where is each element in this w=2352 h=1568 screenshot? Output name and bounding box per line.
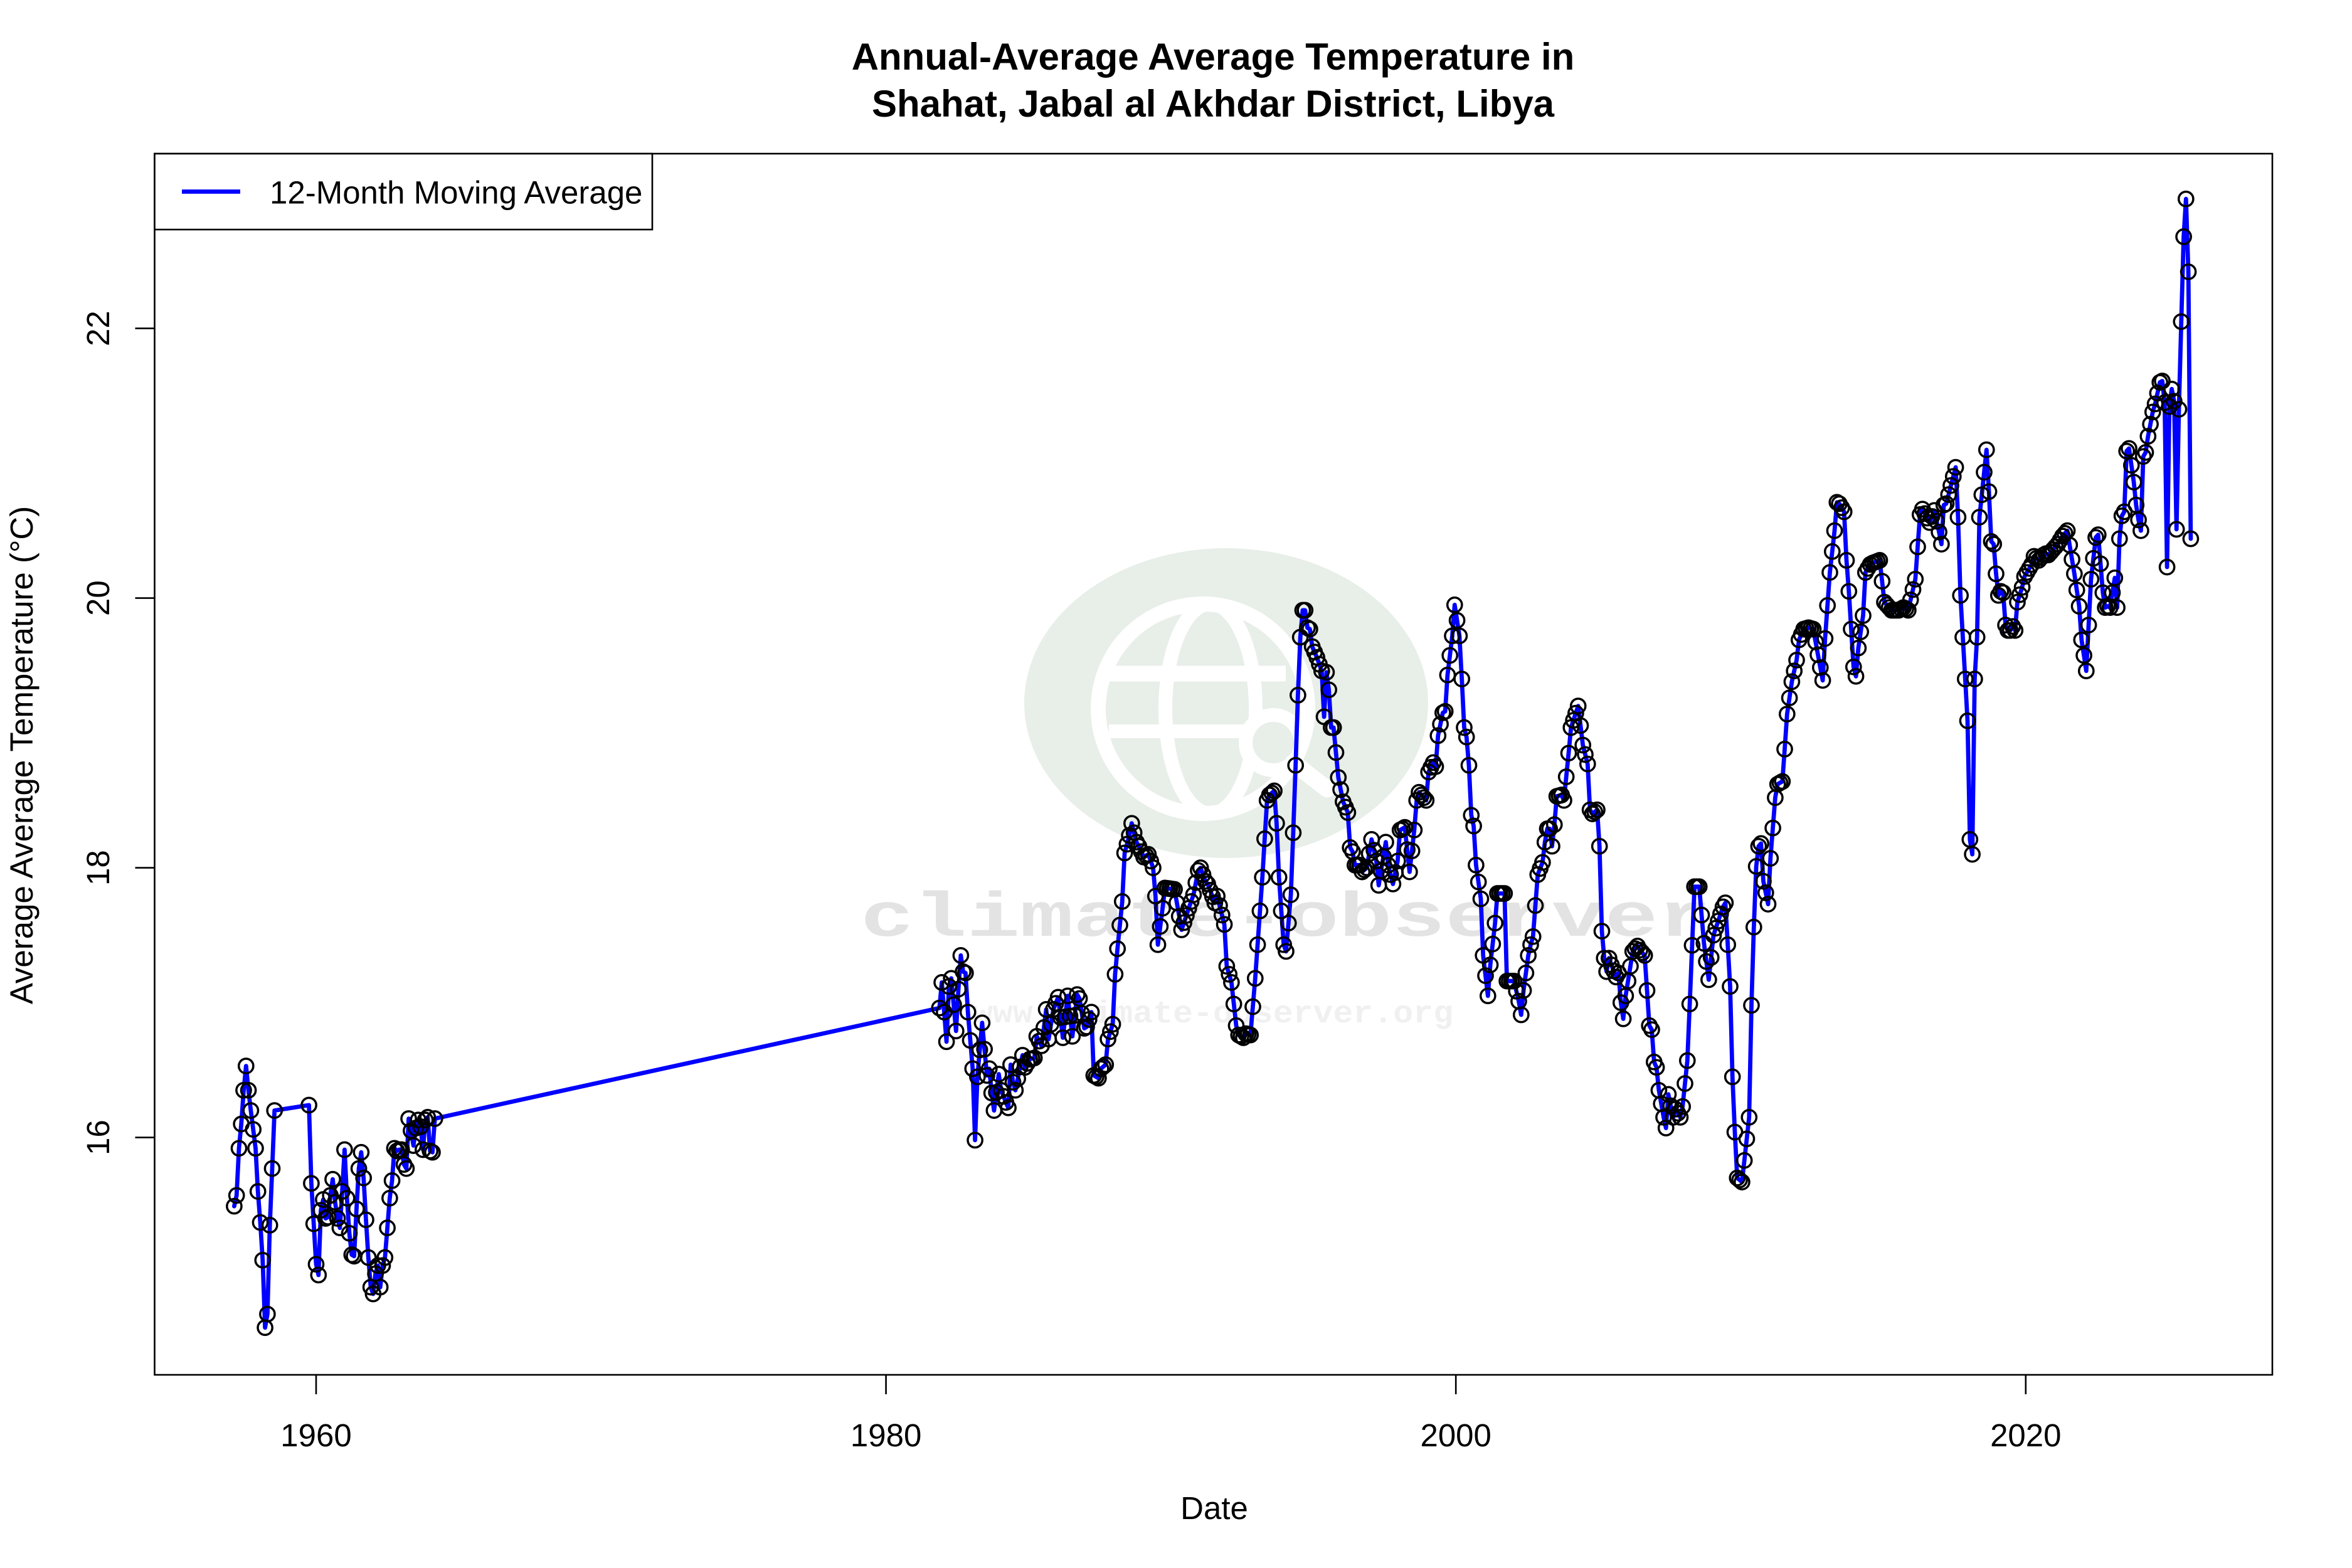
svg-text:Shahat, Jabal al Akhdar Distri: Shahat, Jabal al Akhdar District, Libya: [872, 83, 1555, 125]
svg-text:Annual-Average Average Tempera: Annual-Average Average Temperature in: [852, 36, 1575, 78]
svg-text:12-Month Moving Average: 12-Month Moving Average: [270, 175, 642, 211]
svg-text:Date: Date: [1180, 1490, 1248, 1526]
svg-text:2000: 2000: [1420, 1417, 1491, 1453]
svg-text:22: 22: [80, 310, 116, 346]
svg-text:1960: 1960: [280, 1417, 351, 1453]
svg-text:1980: 1980: [850, 1417, 921, 1453]
svg-text:18: 18: [80, 850, 116, 886]
svg-text:20: 20: [80, 580, 116, 616]
svg-text:16: 16: [80, 1120, 116, 1155]
svg-text:Average Average Temperature (°: Average Average Temperature (°C): [4, 506, 40, 1004]
svg-text:2020: 2020: [1990, 1417, 2061, 1453]
